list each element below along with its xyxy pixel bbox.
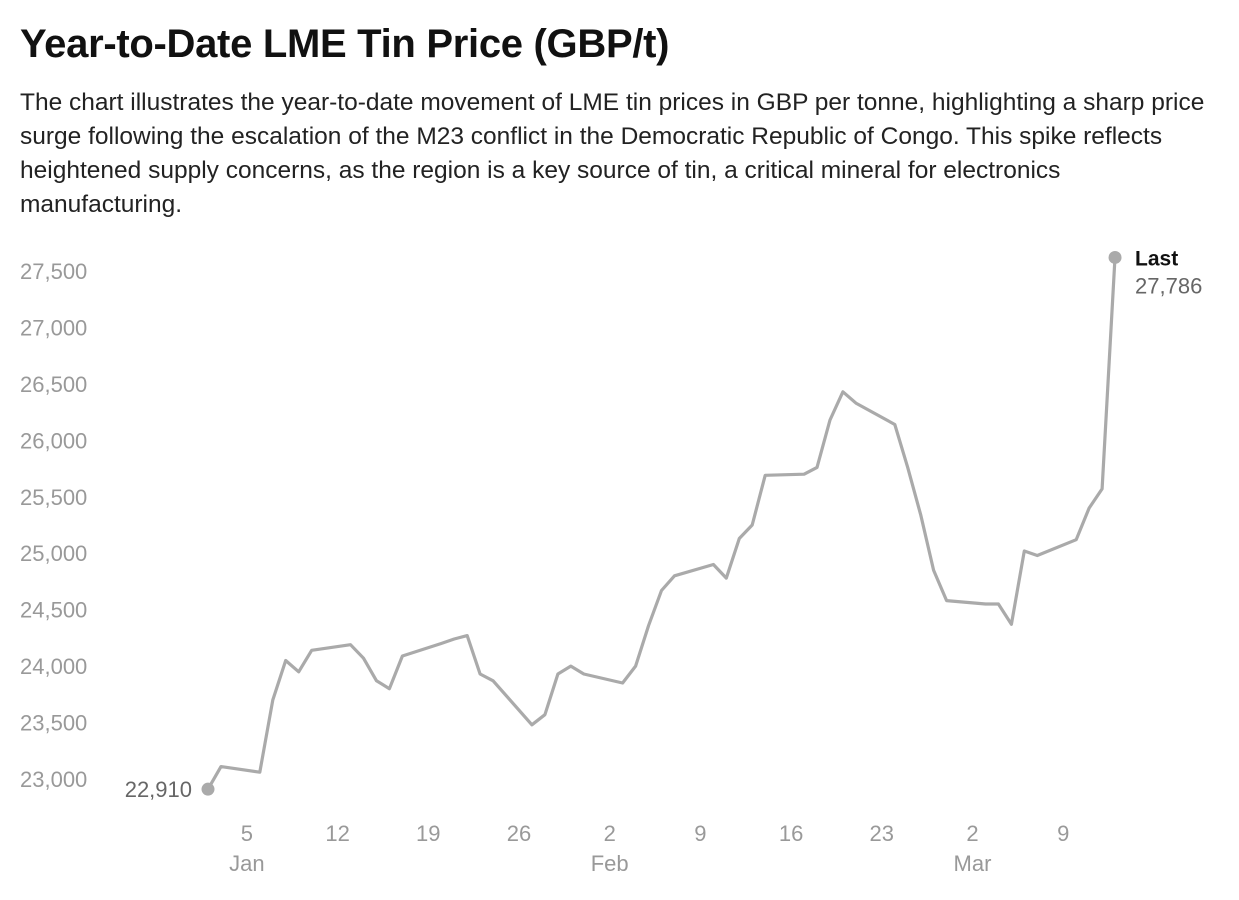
chart-title: Year-to-Date LME Tin Price (GBP/t): [20, 22, 670, 66]
y-tick-label: 25,000: [20, 541, 87, 566]
end-point-marker: [1108, 250, 1122, 264]
annotations: 22,910 Last 27,786: [125, 247, 1203, 802]
x-tick-label: 23: [870, 821, 894, 846]
x-tick-label: 9: [1057, 821, 1069, 846]
last-value-label: 27,786: [1135, 273, 1202, 298]
y-tick-label: 25,500: [20, 485, 87, 510]
x-month-label: Mar: [954, 851, 992, 876]
start-point-marker: [201, 782, 215, 796]
x-tick-label: 2: [604, 821, 616, 846]
x-month-label: Feb: [591, 851, 629, 876]
chart-subtitle: The chart illustrates the year-to-date m…: [20, 89, 1205, 218]
x-tick-label: 26: [507, 821, 531, 846]
y-tick-label: 27,000: [20, 315, 87, 340]
y-tick-label: 26,000: [20, 428, 87, 453]
y-tick-label: 24,000: [20, 654, 87, 679]
y-tick-label: 23,000: [20, 767, 87, 792]
y-tick-label: 23,500: [20, 711, 87, 736]
series-group: [201, 250, 1122, 796]
x-tick-label: 16: [779, 821, 803, 846]
chart-header: Year-to-Date LME Tin Price (GBP/t) The c…: [20, 18, 1225, 222]
start-value-label: 22,910: [125, 777, 192, 802]
x-tick-label: 2: [966, 821, 978, 846]
y-tick-label: 26,500: [20, 372, 87, 397]
x-tick-label: 9: [694, 821, 706, 846]
x-tick-label: 12: [325, 821, 349, 846]
y-axis: 23,000 23,500 24,000 24,500 25,000 25,500 26,0…: [20, 259, 87, 792]
x-tick-label: 5: [241, 821, 253, 846]
series-line: [206, 255, 1117, 791]
x-month-label: Jan: [229, 851, 264, 876]
x-axis: 5 12 19 26 2 9 16 23 2 9 Jan Feb Mar: [229, 821, 1069, 876]
x-tick-label: 19: [416, 821, 440, 846]
last-label: Last: [1135, 247, 1178, 270]
y-tick-label: 24,500: [20, 598, 87, 623]
y-tick-label: 27,500: [20, 259, 87, 284]
